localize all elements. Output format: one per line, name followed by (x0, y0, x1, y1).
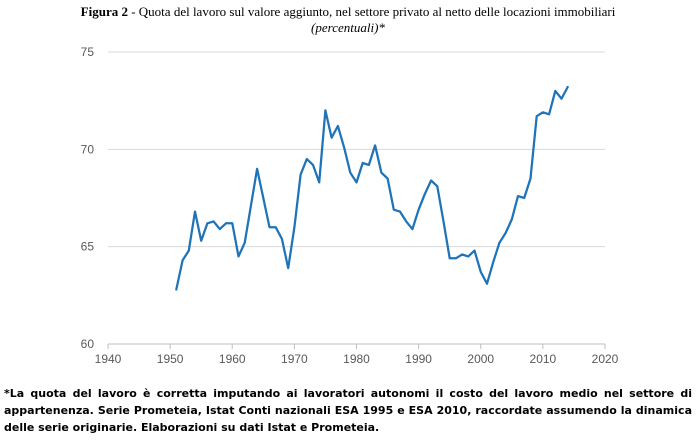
y-tick-label-75: 75 (81, 45, 95, 59)
x-tick-label-2020: 2020 (592, 352, 619, 366)
figure-subtitle: (percentuali)* (311, 20, 385, 35)
y-tick-label-65: 65 (81, 240, 95, 254)
x-tick-label-1980: 1980 (343, 352, 370, 366)
series-group (175, 85, 569, 291)
x-tick-label-2010: 2010 (530, 352, 557, 366)
series-line-0 (175, 85, 569, 291)
axes (107, 343, 606, 349)
x-tick-label-1960: 1960 (219, 352, 246, 366)
x-tick-label-1970: 1970 (281, 352, 308, 366)
x-tick-label-1940: 1940 (95, 352, 122, 366)
footnote: *La quota del lavoro è corretta imputand… (4, 387, 692, 434)
line-chart: 60 65 70 75 1940 1950 1960 1970 1980 1990 2000 201… (81, 45, 619, 366)
y-tick-label-70: 70 (81, 142, 95, 156)
figure-title: - Quota del lavoro sul valore aggiunto, … (127, 4, 616, 19)
y-tick-label-60: 60 (81, 337, 95, 351)
x-tick-label-1990: 1990 (405, 352, 432, 366)
figure-label: Figura 2 (80, 4, 128, 19)
x-tick-labels: 1940 1950 1960 1970 1980 1990 2000 2010 2020 (95, 352, 619, 366)
gridlines (108, 51, 605, 248)
chart-title: Figura 2 - Quota del lavoro sul valore a… (0, 4, 696, 36)
y-tick-labels: 60 65 70 75 (81, 45, 95, 351)
x-tick-label-1950: 1950 (157, 352, 184, 366)
x-tick-label-2000: 2000 (467, 352, 494, 366)
